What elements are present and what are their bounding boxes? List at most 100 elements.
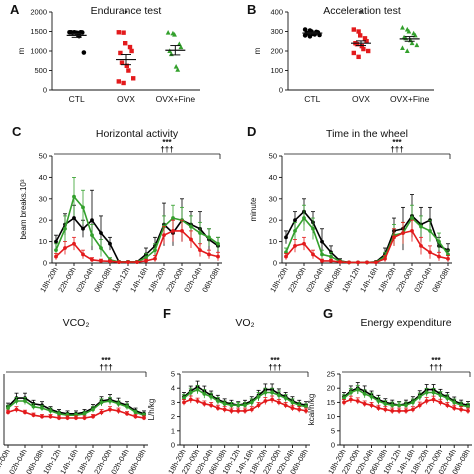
- data-point: [198, 248, 202, 253]
- data-point: [320, 258, 324, 263]
- data-point: [362, 391, 367, 396]
- data-point: [445, 396, 450, 401]
- data-point: [236, 409, 241, 413]
- data-point: [329, 254, 333, 259]
- series-ovx-fine: [6, 397, 146, 418]
- y-tick-label: 20: [327, 384, 335, 393]
- y-tick-label: 5: [171, 370, 175, 379]
- data-point: [63, 246, 67, 250]
- data-point: [329, 258, 333, 263]
- data-point: [410, 229, 414, 233]
- data-point: [410, 216, 414, 220]
- series-line: [55, 217, 219, 263]
- panel-letter-g: G: [323, 306, 333, 321]
- data-point: [144, 258, 148, 263]
- data-point: [364, 39, 369, 44]
- data-point: [162, 233, 166, 238]
- category-label: OVX: [352, 94, 370, 104]
- data-point: [127, 44, 133, 50]
- data-point: [202, 401, 207, 406]
- data-point: [424, 399, 429, 403]
- y-tick-label: 400: [270, 8, 283, 17]
- category-label: OVX: [117, 94, 135, 104]
- data-point: [383, 407, 388, 412]
- data-point: [54, 239, 58, 244]
- series-ovx-fine: [284, 204, 450, 265]
- data-point: [428, 250, 432, 255]
- data-point: [302, 216, 306, 220]
- data-point: [284, 254, 288, 259]
- y-tick-label: 50: [39, 152, 47, 161]
- data-point: [222, 407, 227, 412]
- data-point: [290, 400, 295, 405]
- data-point: [215, 399, 220, 403]
- data-point: [400, 45, 405, 51]
- data-point: [72, 216, 76, 220]
- data-point: [215, 406, 220, 410]
- data-point: [153, 248, 157, 253]
- panel-c: C Horizontal activity 0 10 20 30 40 50 beam brea…: [12, 124, 222, 294]
- y-axis-label: m: [253, 47, 262, 54]
- data-point: [297, 403, 302, 408]
- data-point: [406, 28, 412, 34]
- data-point: [70, 30, 75, 35]
- data-point: [438, 400, 443, 405]
- data-point: [283, 396, 288, 401]
- data-point: [135, 260, 139, 265]
- data-point: [376, 399, 381, 403]
- data-point: [48, 414, 53, 419]
- data-point: [99, 400, 104, 405]
- panel-title: Energy expenditure: [360, 317, 451, 329]
- data-point: [23, 410, 27, 415]
- data-point: [121, 80, 126, 86]
- data-point: [397, 403, 402, 408]
- y-axis-label: m: [17, 47, 26, 54]
- significance-stars: ***: [392, 138, 402, 147]
- y-axis-label: minute: [249, 197, 258, 222]
- x-tick-label: 06h-08h: [430, 266, 452, 294]
- data-point: [195, 387, 200, 392]
- data-point: [91, 407, 95, 412]
- data-point: [99, 410, 104, 415]
- data-point: [48, 409, 53, 413]
- data-point: [54, 254, 58, 259]
- data-point: [202, 391, 207, 396]
- data-point: [466, 409, 470, 413]
- series-line: [285, 229, 449, 264]
- data-point: [293, 218, 297, 223]
- data-point: [249, 400, 254, 405]
- significance-daggers: †††: [390, 145, 403, 154]
- data-point: [188, 397, 193, 402]
- data-point: [419, 243, 423, 248]
- data-point: [383, 256, 387, 261]
- data-point: [125, 404, 129, 409]
- data-point: [131, 76, 136, 81]
- data-point: [417, 394, 422, 399]
- data-point: [338, 260, 342, 264]
- data-point: [311, 252, 315, 257]
- data-point: [189, 237, 193, 242]
- data-point: [116, 401, 121, 406]
- data-point: [81, 205, 85, 210]
- data-point: [390, 403, 395, 408]
- data-point: [404, 48, 410, 53]
- data-point: [125, 411, 129, 416]
- data-point: [180, 229, 184, 233]
- data-point: [459, 403, 464, 408]
- y-tick-label: 10: [269, 237, 277, 246]
- data-point: [229, 409, 234, 413]
- significance-daggers: †††: [99, 363, 112, 372]
- data-point: [171, 229, 175, 233]
- data-point: [369, 394, 374, 399]
- data-point: [126, 260, 130, 265]
- y-tick-label: 1: [171, 426, 175, 435]
- x-tick-label: 06h-08h: [200, 266, 222, 294]
- data-point: [348, 397, 353, 402]
- data-point: [57, 416, 61, 420]
- data-point: [90, 233, 94, 238]
- data-point: [236, 403, 241, 408]
- data-point: [276, 400, 281, 405]
- data-point: [263, 399, 268, 403]
- y-tick-label: 0: [43, 259, 47, 268]
